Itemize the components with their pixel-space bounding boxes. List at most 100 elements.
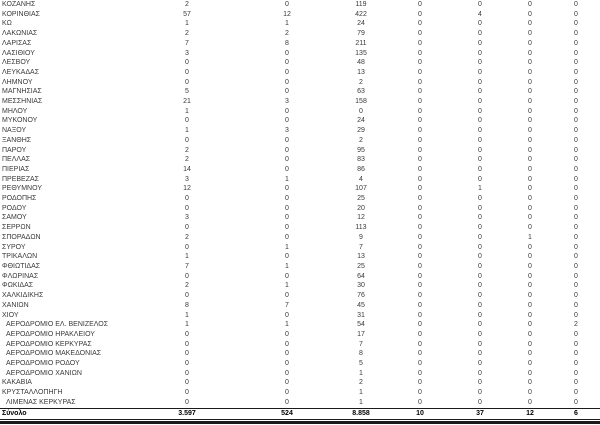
region-name-cell: ΛΗΜΝΟΥ — [2, 78, 33, 86]
value-cell: 0 — [478, 107, 482, 115]
value-cell: 0 — [478, 156, 482, 164]
value-cell: 0 — [574, 262, 578, 270]
region-name-cell: ΡΟΔΟΠΗΣ — [2, 195, 37, 203]
value-cell: 0 — [478, 49, 482, 57]
value-cell: 0 — [528, 224, 532, 232]
region-name-cell: ΦΩΚΙΔΑΣ — [2, 282, 34, 290]
table-row: ΑΕΡΟΔΡΟΜΙΟ ΡΟΔΟΥ 0 0 5 0 0 0 0 — [0, 359, 600, 369]
value-cell: 0 — [528, 39, 532, 47]
table-row: ΜΥΚΟΝΟΥ 0 0 24 0 0 0 0 — [0, 116, 600, 126]
region-name-cell: ΛΕΣΒΟΥ — [2, 59, 31, 67]
value-cell: 0 — [185, 136, 189, 144]
value-cell: 0 — [574, 360, 578, 368]
value-cell: 48 — [357, 59, 365, 67]
region-name-cell: ΑΕΡΟΔΡΟΜΙΟ ΜΑΚΕΔΟΝΙΑΣ — [6, 350, 102, 358]
value-cell: 0 — [574, 78, 578, 86]
value-cell: 0 — [418, 369, 422, 377]
table-row: ΛΑΡΙΣΑΣ 7 8 211 0 0 0 0 — [0, 39, 600, 49]
table-row: ΣΥΡΟΥ 0 1 7 0 0 0 0 — [0, 243, 600, 253]
value-cell: 0 — [418, 39, 422, 47]
value-cell: 0 — [574, 340, 578, 348]
table-row: ΞΑΝΘΗΣ 0 0 2 0 0 0 0 — [0, 136, 600, 146]
value-cell: 0 — [528, 311, 532, 319]
value-cell: 2 — [185, 233, 189, 241]
value-cell: 21 — [183, 98, 191, 106]
value-cell: 0 — [574, 30, 578, 38]
value-cell: 0 — [285, 156, 289, 164]
region-name-cell: ΜΑΓΝΗΣΙΑΣ — [2, 88, 42, 96]
value-cell: 0 — [478, 379, 482, 387]
value-cell: 0 — [478, 117, 482, 125]
value-cell: 0 — [418, 389, 422, 397]
value-cell: 1 — [285, 262, 289, 270]
value-cell: 0 — [185, 224, 189, 232]
region-name-cell: ΑΕΡΟΔΡΟΜΙΟ ΡΟΔΟΥ — [6, 360, 80, 368]
value-cell: 0 — [185, 272, 189, 280]
value-cell: 0 — [528, 68, 532, 76]
value-cell: 1 — [528, 233, 532, 241]
value-cell: 24 — [357, 117, 365, 125]
value-cell: 12 — [183, 185, 191, 193]
value-cell: 0 — [574, 88, 578, 96]
value-cell: 0 — [185, 292, 189, 300]
value-cell: 31 — [357, 311, 365, 319]
value-cell: 0 — [574, 350, 578, 358]
region-name-cell: ΛΙΜΕΝΑΣ ΚΕΡΚΥΡΑΣ — [6, 398, 76, 406]
region-name-cell: ΣΥΡΟΥ — [2, 243, 26, 251]
region-name-cell: ΣΠΟΡΑΔΩΝ — [2, 233, 41, 241]
value-cell: 0 — [528, 282, 532, 290]
value-cell: 0 — [478, 398, 482, 406]
value-cell: 8 — [285, 39, 289, 47]
table-row: ΦΛΩΡΙΝΑΣ 0 0 64 0 0 0 0 — [0, 272, 600, 282]
value-cell: 107 — [355, 185, 367, 193]
value-cell: 0 — [185, 204, 189, 212]
value-cell: 0 — [574, 107, 578, 115]
value-cell: 5 — [359, 360, 363, 368]
table-row: ΑΕΡΟΔΡΟΜΙΟ ΗΡΑΚΛΕΙΟΥ 0 0 17 0 0 0 0 — [0, 330, 600, 340]
value-cell: 0 — [418, 340, 422, 348]
value-cell: 8 — [359, 350, 363, 358]
value-cell: 2 — [285, 30, 289, 38]
value-cell: 0 — [528, 350, 532, 358]
region-name-cell: ΠΙΕΡΙΑΣ — [2, 165, 30, 173]
total-value-cell: 524 — [240, 407, 334, 421]
table-row: ΜΑΓΝΗΣΙΑΣ 5 0 63 0 0 0 0 — [0, 87, 600, 97]
value-cell: 83 — [357, 156, 365, 164]
value-cell: 0 — [418, 379, 422, 387]
value-cell: 0 — [185, 68, 189, 76]
value-cell: 0 — [528, 398, 532, 406]
region-name-cell: ΚΑΚΑΒΙΑ — [2, 379, 32, 387]
value-cell: 0 — [285, 398, 289, 406]
value-cell: 0 — [574, 272, 578, 280]
value-cell: 0 — [185, 360, 189, 368]
value-cell: 0 — [574, 156, 578, 164]
value-cell: 1 — [359, 389, 363, 397]
value-cell: 0 — [528, 272, 532, 280]
value-cell: 12 — [283, 10, 291, 18]
region-name-cell: ΧΙΟΥ — [2, 311, 19, 319]
region-name-cell: ΛΑΣΙΘΙΟΥ — [2, 49, 35, 57]
value-cell: 0 — [528, 214, 532, 222]
table-row: ΡΟΔΟΠΗΣ 0 0 25 0 0 0 0 — [0, 194, 600, 204]
value-cell: 119 — [355, 1, 367, 8]
region-name-cell: ΡΕΘΥΜΝΟΥ — [2, 185, 43, 193]
value-cell: 0 — [418, 107, 422, 115]
total-value-cell: 37 — [452, 407, 508, 421]
value-cell: 0 — [528, 369, 532, 377]
value-cell: 0 — [478, 330, 482, 338]
value-cell: 0 — [418, 214, 422, 222]
table-bottom-rule — [0, 421, 600, 425]
value-cell: 158 — [355, 98, 367, 106]
total-value-cell: 6 — [552, 407, 600, 421]
value-cell: 2 — [185, 156, 189, 164]
table-row: ΚΟΡΙΝΘΙΑΣ 57 12 422 0 4 0 0 — [0, 10, 600, 20]
value-cell: 0 — [478, 311, 482, 319]
region-name-cell: ΤΡΙΚΑΛΩΝ — [2, 253, 38, 261]
value-cell: 0 — [478, 243, 482, 251]
value-cell: 2 — [359, 379, 363, 387]
value-cell: 0 — [478, 146, 482, 154]
value-cell: 0 — [478, 321, 482, 329]
value-cell: 0 — [528, 243, 532, 251]
value-cell: 1 — [359, 398, 363, 406]
value-cell: 0 — [478, 39, 482, 47]
